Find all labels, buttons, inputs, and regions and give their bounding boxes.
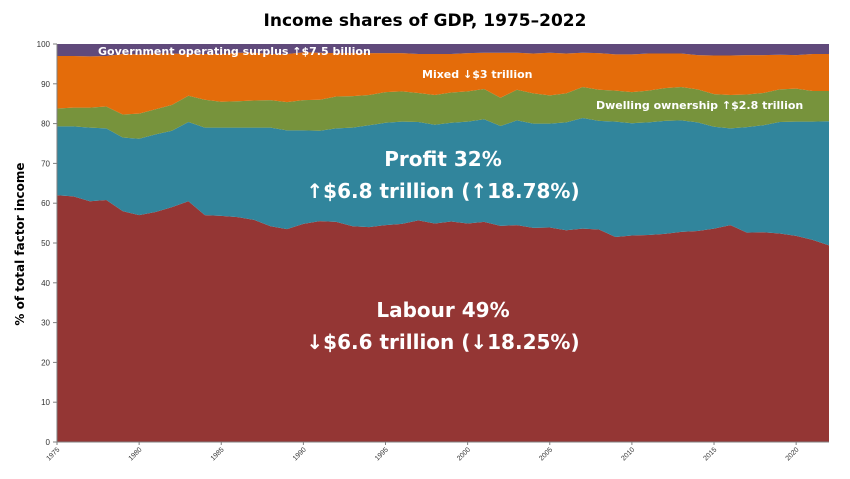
area-mixed (57, 52, 829, 115)
y-tick-label: 50 (41, 239, 50, 248)
annotation-dwelling: Dwelling ownership ↑$2.8 trillion (596, 99, 803, 112)
annotation-labour-line2: ↓$6.6 trillion (↓18.25%) (306, 330, 579, 354)
x-tick-label: 2015 (702, 446, 718, 462)
y-tick-label: 90 (41, 80, 50, 89)
x-ticks: 1975 1980 1985 1990 1995 2000 2005 2010 2015 2020 (45, 442, 801, 462)
y-tick-label: 30 (41, 319, 50, 328)
annotation-profit-line1: Profit 32% (384, 147, 501, 171)
y-tick-label: 40 (41, 279, 50, 288)
area-labour (57, 195, 829, 442)
y-tick-label: 60 (41, 199, 50, 208)
x-tick-label: 1980 (128, 446, 144, 462)
y-tick-label: 70 (41, 159, 50, 168)
chart-title: Income shares of GDP, 1975–2022 (264, 11, 587, 31)
x-tick-label: 1985 (210, 446, 226, 462)
area-government (57, 44, 829, 57)
annotation-labour-line1: Labour 49% (376, 298, 509, 322)
x-tick-label: 2020 (785, 446, 801, 462)
y-tick-label: 20 (41, 358, 50, 367)
y-tick-label: 10 (41, 398, 50, 407)
x-tick-label: 2005 (538, 446, 554, 462)
annotation-mixed: Mixed ↓$3 trillion (422, 68, 532, 81)
x-tick-label: 1995 (374, 446, 390, 462)
x-tick-label: 1990 (292, 446, 308, 462)
area-dwelling (57, 86, 829, 139)
annotations: Government operating surplus ↑$7.5 billi… (98, 45, 803, 354)
y-tick-label: 0 (46, 438, 51, 447)
stacked-areas (57, 44, 829, 442)
x-tick-label: 1975 (45, 446, 61, 462)
area-profit (57, 118, 829, 246)
y-ticks: 0 10 20 30 40 50 60 70 80 90 100 (37, 40, 57, 447)
x-tick-label: 2000 (456, 446, 472, 462)
x-tick-label: 2010 (620, 446, 636, 462)
annotation-profit-line2: ↑$6.8 trillion (↑18.78%) (306, 179, 579, 203)
y-tick-label: 80 (41, 120, 50, 129)
y-tick-label: 100 (37, 40, 51, 49)
annotation-government: Government operating surplus ↑$7.5 billi… (98, 45, 371, 58)
y-axis-label: % of total factor income (13, 162, 27, 325)
